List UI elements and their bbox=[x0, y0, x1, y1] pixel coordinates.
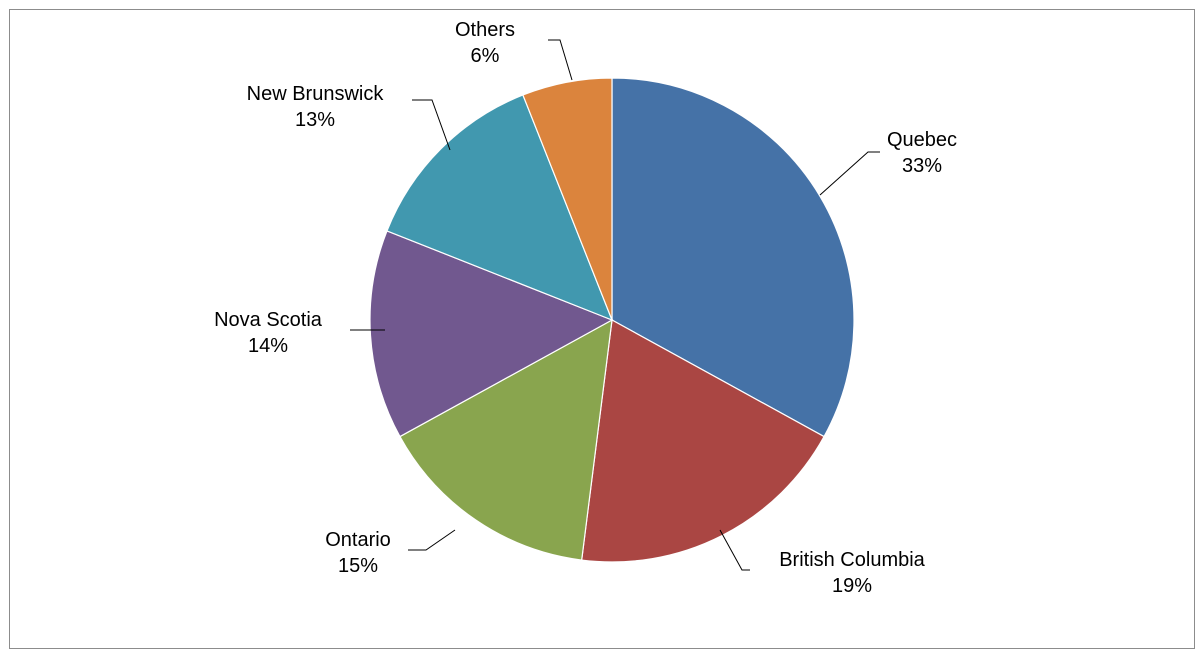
data-label-pct-british-columbia: 19% bbox=[832, 575, 872, 597]
data-label-name-quebec: Quebec bbox=[887, 129, 957, 151]
leader-line-quebec bbox=[819, 151, 880, 196]
leader-lines bbox=[350, 39, 880, 571]
data-label-name-british-columbia: British Columbia bbox=[779, 549, 925, 571]
data-label-pct-others: 6% bbox=[471, 45, 500, 67]
pie-slice-new-brunswick bbox=[386, 94, 614, 322]
data-label-pct-nova-scotia: 14% bbox=[248, 335, 288, 357]
leader-line-others bbox=[548, 39, 573, 81]
data-label-pct-ontario: 15% bbox=[338, 555, 378, 577]
leader-line-ontario bbox=[408, 529, 456, 551]
pie-slice-british-columbia bbox=[580, 319, 825, 563]
pie-slices bbox=[369, 77, 855, 563]
data-label-pct-quebec: 33% bbox=[902, 155, 942, 177]
data-label-pct-new-brunswick: 13% bbox=[295, 109, 335, 131]
pie-chart: Quebec 33% British Columbia 19% Ontario 15% No… bbox=[214, 19, 957, 597]
pie-slice-nova-scotia bbox=[369, 230, 614, 438]
leader-line-british-columbia bbox=[719, 529, 750, 571]
pie-slice-ontario bbox=[399, 318, 613, 561]
data-labels: Quebec 33% British Columbia 19% Ontario 15% No… bbox=[214, 19, 957, 597]
data-label-name-new-brunswick: New Brunswick bbox=[247, 83, 385, 105]
pie-slice-quebec bbox=[611, 77, 855, 438]
pie-slice-others bbox=[522, 77, 613, 321]
data-label-name-ontario: Ontario bbox=[325, 529, 391, 551]
leader-line-new-brunswick bbox=[412, 99, 451, 151]
data-label-name-others: Others bbox=[455, 19, 515, 41]
data-label-name-nova-scotia: Nova Scotia bbox=[214, 309, 323, 331]
